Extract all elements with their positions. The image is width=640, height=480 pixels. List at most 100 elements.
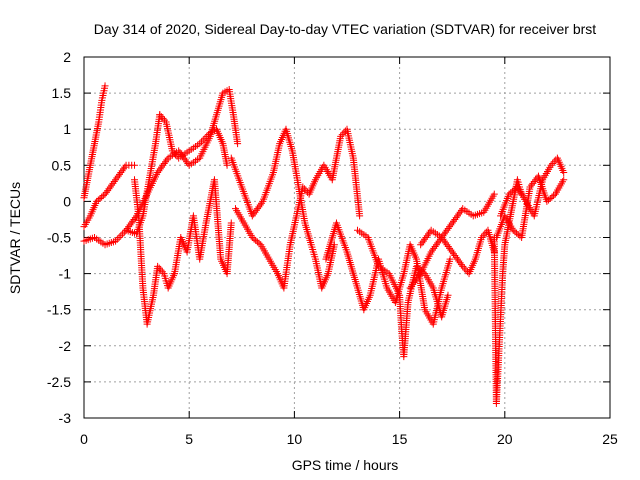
data-point-interp <box>455 210 463 218</box>
data-point-interp <box>511 228 519 236</box>
data-point <box>560 169 568 177</box>
data-point-interp <box>414 273 422 281</box>
data-point-interp <box>155 167 163 175</box>
data-point-interp <box>255 239 263 247</box>
data-points <box>80 82 568 408</box>
data-point-interp <box>123 224 131 232</box>
data-point-interp <box>447 221 455 229</box>
y-axis-label: SDTVAR / TECUs <box>7 182 23 294</box>
data-point <box>444 291 452 299</box>
data-point <box>248 234 256 241</box>
data-point-interp <box>447 246 455 254</box>
data-point-interp <box>446 223 454 231</box>
data-point-interp <box>453 255 461 263</box>
x-tick-label: 0 <box>80 431 88 447</box>
data-point-interp <box>120 228 128 236</box>
data-point <box>543 197 551 205</box>
data-point <box>446 255 454 263</box>
data-point <box>175 147 183 155</box>
data-point <box>490 190 498 198</box>
data-point <box>234 140 242 148</box>
data-point-interp <box>106 183 114 191</box>
data-point-interp <box>440 237 448 245</box>
data-point-interp <box>125 223 133 231</box>
data-point-interp <box>451 252 459 260</box>
data-point-interp <box>104 187 112 195</box>
data-point <box>518 190 526 198</box>
data-point <box>547 161 555 169</box>
data-point <box>438 234 446 241</box>
data-point <box>412 262 420 270</box>
y-tick-label: 2 <box>63 49 71 65</box>
y-tick-label: -1.5 <box>47 302 71 318</box>
data-point <box>337 132 345 140</box>
data-point-interp <box>442 228 450 236</box>
data-point-interp <box>250 235 258 243</box>
data-point-interp <box>256 201 264 209</box>
data-point-interp <box>434 239 442 247</box>
data-point-interp <box>183 158 191 166</box>
data-point-interp <box>443 226 451 234</box>
data-point-interp <box>532 176 540 184</box>
y-tick-label: -3 <box>59 410 72 426</box>
data-point-interp <box>157 113 165 121</box>
data-point-interp <box>300 185 308 193</box>
data-point-interp <box>180 154 188 162</box>
data-point <box>248 212 256 220</box>
data-point-interp <box>481 230 489 238</box>
data-point-interp <box>457 261 465 269</box>
data-point-interp <box>507 189 515 197</box>
data-point <box>154 169 162 177</box>
data-point-interp <box>546 195 554 203</box>
data-point-interp <box>456 259 464 267</box>
data-point-interp <box>108 181 116 189</box>
data-point-interp <box>96 195 104 203</box>
data-point <box>478 234 486 241</box>
x-axis-label: GPS time / hours <box>292 457 399 473</box>
data-point-interp <box>98 193 106 201</box>
y-tick-label: -0.5 <box>47 230 71 246</box>
data-point-interp <box>410 279 418 287</box>
data-point-interp <box>508 187 516 195</box>
data-point <box>299 183 307 191</box>
data-point-interp <box>530 178 538 186</box>
y-tick-label: -2 <box>59 338 72 354</box>
data-point-interp <box>527 181 535 189</box>
data-point-interp <box>179 152 187 160</box>
data-point-interp <box>117 232 125 240</box>
data-point-interp <box>251 208 259 216</box>
data-point <box>406 284 414 292</box>
data-point-interp <box>430 244 438 252</box>
data-point-interp <box>425 230 433 238</box>
data-point-interp <box>94 196 102 204</box>
data-point-interp <box>110 178 118 186</box>
data-point-interp <box>197 138 205 146</box>
data-point-interp <box>177 150 185 158</box>
x-tick-label: 20 <box>497 431 513 447</box>
data-point-interp <box>453 212 461 220</box>
data-point-interp <box>255 203 263 211</box>
x-tick-label: 15 <box>392 431 408 447</box>
x-ticks: 0 5 10 15 20 25 <box>80 57 618 447</box>
data-point-interp <box>102 188 110 196</box>
gridlines <box>84 57 610 418</box>
data-point-interp <box>115 234 123 241</box>
data-point <box>417 241 425 249</box>
y-tick-label: 1.5 <box>52 85 72 101</box>
data-point-interp <box>514 231 522 239</box>
data-point-interp <box>338 131 346 139</box>
y-tick-label: -2.5 <box>47 374 71 390</box>
data-point-interp <box>414 264 422 272</box>
data-point-interp <box>548 193 556 201</box>
data-point-interp <box>428 246 436 254</box>
data-point-interp <box>252 206 260 214</box>
data-point-interp <box>253 238 261 246</box>
data-point-interp <box>455 257 463 265</box>
data-point-interp <box>423 232 431 240</box>
data-point-interp <box>450 250 458 258</box>
data-point-interp <box>127 219 135 227</box>
data-point-interp <box>158 163 166 171</box>
data-point <box>505 190 513 198</box>
data-point-interp <box>116 170 124 178</box>
data-point-interp <box>409 280 417 288</box>
